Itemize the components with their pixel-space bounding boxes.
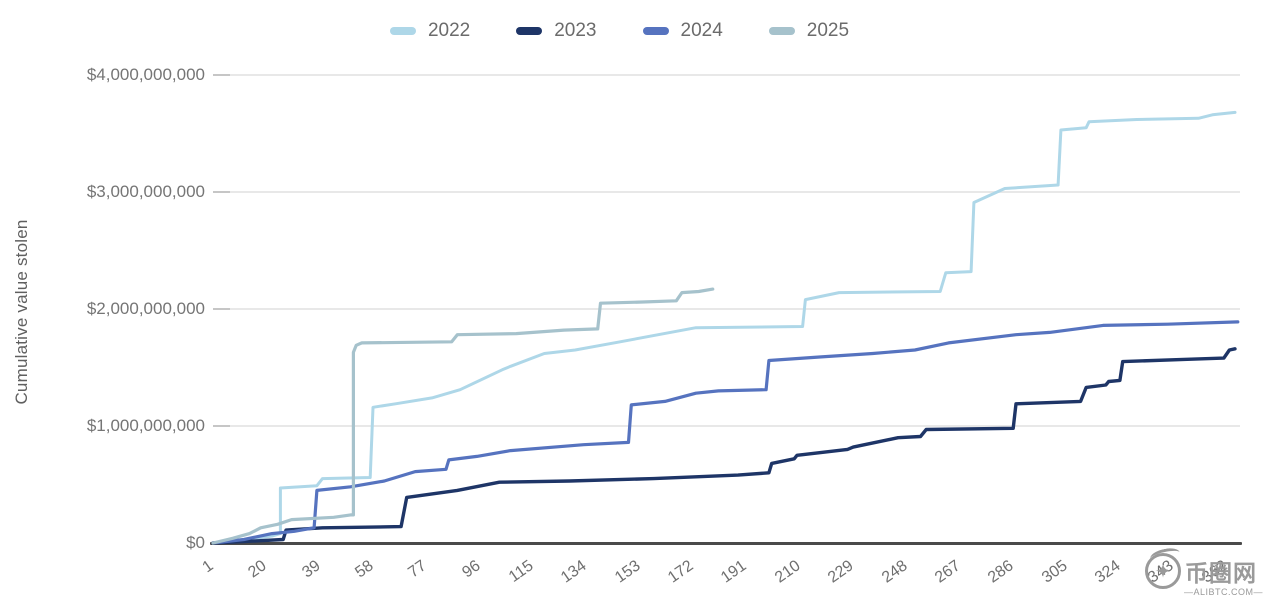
watermark-domain: —ALIBTC.COM— <box>1183 587 1263 597</box>
legend-item-2022: 2022 <box>389 20 471 42</box>
legend-item-2025: 2025 <box>768 20 850 42</box>
y-tick-4b <box>213 74 230 76</box>
gridline-4b <box>213 74 1240 76</box>
watermark-logo-glyph: ✦ <box>1154 560 1172 583</box>
series-line-2023 <box>211 347 1237 545</box>
legend-swatch-2022 <box>389 27 416 35</box>
watermark-site-name: 币圈网 <box>1185 560 1257 586</box>
legend-label-2024: 2024 <box>680 20 723 41</box>
legend-swatch-2024 <box>642 27 669 35</box>
watermark-logo-icon: ✦ <box>1145 553 1181 589</box>
watermark: ✦ 币圈网 —ALIBTC.COM— <box>1145 553 1263 597</box>
y-tick-2b <box>213 308 230 310</box>
chart-legend: 2022 2023 2024 2025 <box>0 20 1253 42</box>
y-tick-label: $1,000,000,000 <box>86 416 205 435</box>
y-tick-label: $3,000,000,000 <box>86 182 205 201</box>
series-line-2022 <box>211 110 1237 545</box>
legend-label-2022: 2022 <box>427 20 471 41</box>
gridline-2b <box>213 308 1240 310</box>
legend-label-2025: 2025 <box>806 20 850 41</box>
legend-swatch-2025 <box>768 27 795 35</box>
y-tick-label: $4,000,000,000 <box>86 65 205 84</box>
y-tick-3b <box>213 191 230 193</box>
x-axis-line <box>210 542 1242 545</box>
y-tick-1b <box>213 425 230 427</box>
legend-item-2024: 2024 <box>642 20 723 42</box>
legend-swatch-2023 <box>516 27 543 35</box>
y-tick-label: $0 <box>186 533 205 552</box>
series-line-2024 <box>211 320 1240 545</box>
series-line-2025 <box>211 287 715 545</box>
legend-label-2023: 2023 <box>554 20 597 41</box>
gridline-3b <box>213 191 1240 193</box>
y-tick-label: $2,000,000,000 <box>86 299 205 318</box>
legend-item-2023: 2023 <box>516 20 597 42</box>
gridline-1b <box>213 425 1240 427</box>
